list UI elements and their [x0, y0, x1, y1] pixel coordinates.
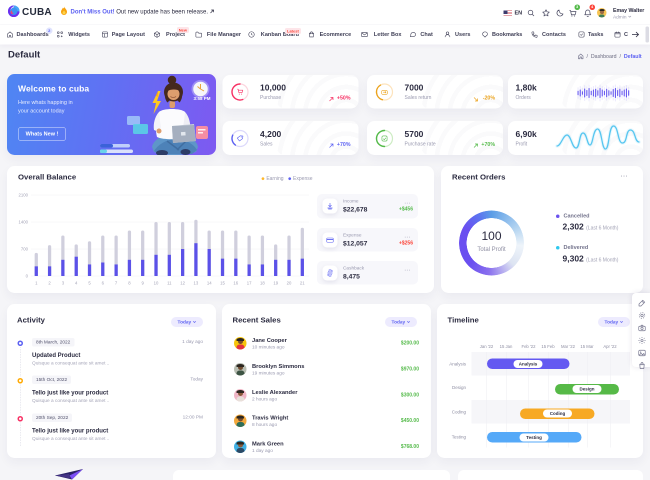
- svg-text:10: 10: [154, 281, 159, 286]
- svg-text:700: 700: [21, 247, 29, 252]
- svg-text:14: 14: [207, 281, 212, 286]
- svg-text:15 Feb: 15 Feb: [541, 344, 555, 349]
- svg-text:12: 12: [180, 281, 185, 286]
- svg-text:1: 1: [35, 281, 38, 286]
- svg-text:Mar '22: Mar '22: [561, 344, 576, 349]
- svg-text:17: 17: [247, 281, 252, 286]
- svg-text:6: 6: [102, 281, 105, 286]
- svg-text:2: 2: [48, 281, 51, 286]
- svg-text:15 Jan: 15 Jan: [500, 344, 513, 349]
- svg-text:15: 15: [220, 281, 225, 286]
- svg-text:19: 19: [273, 281, 278, 286]
- svg-text:3: 3: [62, 281, 65, 286]
- svg-text:13: 13: [194, 281, 199, 286]
- svg-text:18: 18: [260, 281, 265, 286]
- svg-text:0: 0: [26, 274, 29, 279]
- svg-text:4: 4: [75, 281, 78, 286]
- svg-text:15 Mar: 15 Mar: [580, 344, 594, 349]
- svg-text:3:58 PM: 3:58 PM: [193, 96, 210, 101]
- svg-text:8: 8: [128, 281, 131, 286]
- svg-text:11: 11: [167, 281, 172, 286]
- svg-text:9: 9: [142, 281, 145, 286]
- svg-text:16: 16: [233, 281, 238, 286]
- svg-text:Apr '22: Apr '22: [603, 344, 617, 349]
- svg-text:7: 7: [115, 281, 118, 286]
- svg-text:21: 21: [300, 281, 305, 286]
- svg-text:Feb '22: Feb '22: [521, 344, 536, 349]
- svg-text:20: 20: [287, 281, 292, 286]
- svg-text:Jan '22: Jan '22: [480, 344, 494, 349]
- svg-text:2100: 2100: [19, 193, 29, 198]
- svg-text:5: 5: [88, 281, 91, 286]
- svg-text:1400: 1400: [19, 220, 29, 225]
